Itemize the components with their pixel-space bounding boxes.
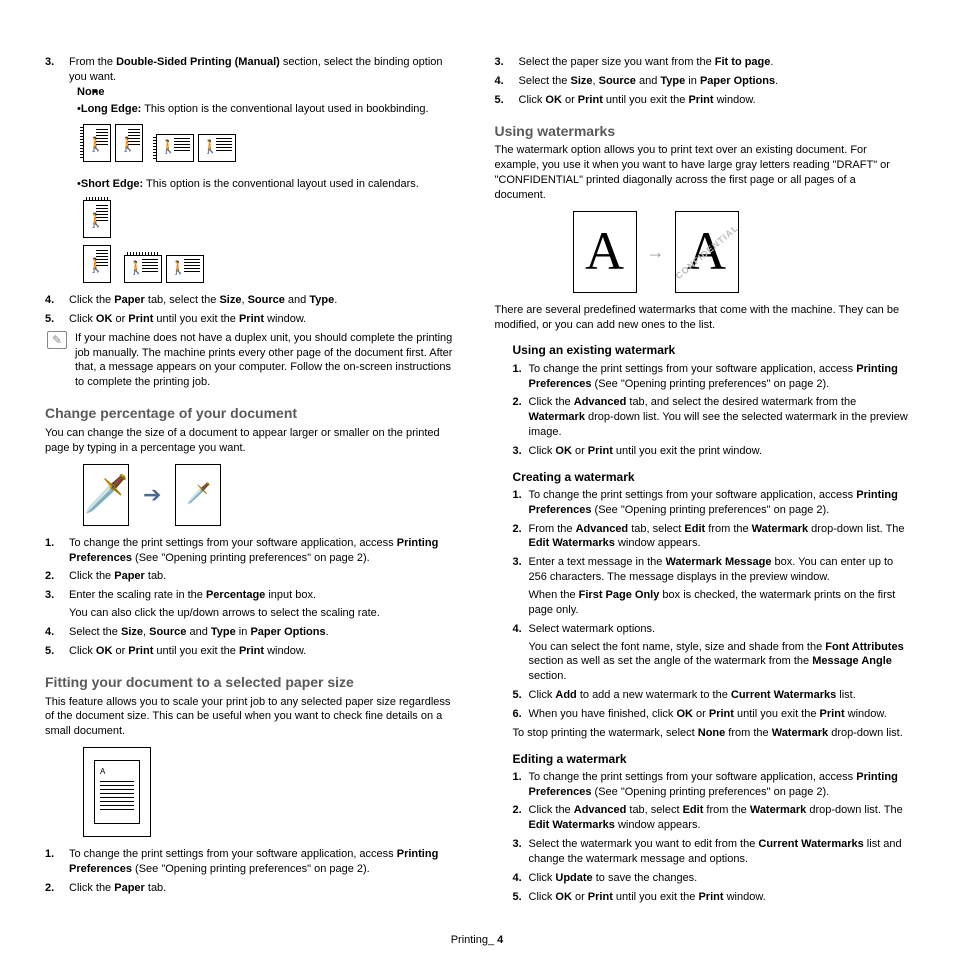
section-watermark-title: Using watermarks (495, 122, 910, 141)
long-edge-diagram: 🚶 🚶 🚶 🚶 (83, 124, 460, 167)
cr-step-2: 2. From the Advanced tab, select Edit fr… (513, 522, 910, 552)
pct-step-5: 5. Click OK or Print until you exit the … (45, 644, 460, 659)
page: 3. From the Double-Sided Printing (Manua… (45, 55, 909, 909)
cr-step-6: 6. When you have finished, click OK or P… (513, 707, 910, 722)
fit-step-2: 2. Click the Paper tab. (45, 881, 460, 896)
fit-step-5: 5. Click OK or Print until you exit the … (495, 93, 910, 108)
pct-step-3: 3. Enter the scaling rate in the Percent… (45, 588, 460, 621)
percentage-steps: 1. To change the print settings from you… (45, 536, 460, 659)
duplex-steps-cont: 4. Click the Paper tab, select the Size,… (45, 293, 460, 327)
watermark-diagram: A → ACONFIDENTIAL (533, 211, 910, 293)
right-column: 3. Select the paper size you want from t… (495, 55, 910, 909)
left-column: 3. From the Double-Sided Printing (Manua… (45, 55, 460, 909)
duplex-steps: 3. From the Double-Sided Printing (Manua… (45, 55, 460, 116)
cr-step-5: 5. Click Add to add a new watermark to t… (513, 688, 910, 703)
short-edge-diagram: 🚶 🚶 🚶 🚶 (83, 200, 460, 283)
fit-diagram: A (83, 747, 460, 837)
bullet-none: None (69, 85, 460, 100)
duplex-step-5: 5. Click OK or Print until you exit the … (45, 312, 460, 327)
fit-steps-cont: 3. Select the paper size you want from t… (495, 55, 910, 108)
ex-step-3: 3. Click OK or Print until you exit the … (513, 444, 910, 459)
sub-existing-title: Using an existing watermark (513, 342, 910, 358)
sub-editing-title: Editing a watermark (513, 751, 910, 767)
existing-steps: 1. To change the print settings from you… (513, 362, 910, 459)
pct-step-2: 2. Click the Paper tab. (45, 569, 460, 584)
editing-steps: 1. To change the print settings from you… (513, 770, 910, 905)
cr-step-4: 4. Select watermark options. You can sel… (513, 622, 910, 684)
ex-step-1: 1. To change the print settings from you… (513, 362, 910, 392)
fit-step-3: 3. Select the paper size you want from t… (495, 55, 910, 70)
ed-step-1: 1. To change the print settings from you… (513, 770, 910, 800)
bullet-short: •Short Edge: This option is the conventi… (45, 177, 460, 192)
watermark-body-1: The watermark option allows you to print… (495, 143, 910, 202)
page-footer: Printing_ 4 (45, 933, 909, 948)
section-percentage-body: You can change the size of a document to… (45, 426, 460, 456)
section-percentage-title: Change percentage of your document (45, 404, 460, 423)
fit-steps: 1. To change the print settings from you… (45, 847, 460, 896)
ed-step-3: 3. Select the watermark you want to edit… (513, 837, 910, 867)
duplex-step-3: 3. From the Double-Sided Printing (Manua… (45, 55, 460, 116)
note-icon: ✎ (47, 331, 67, 349)
cr-step-3: 3. Enter a text message in the Watermark… (513, 555, 910, 617)
cr-step-1: 1. To change the print settings from you… (513, 488, 910, 518)
ex-step-2: 2. Click the Advanced tab, and select th… (513, 395, 910, 440)
section-fit-body: This feature allows you to scale your pr… (45, 695, 460, 740)
percentage-diagram: 🗡️ ➔ 🗡️ (83, 464, 460, 526)
fit-step-1: 1. To change the print settings from you… (45, 847, 460, 877)
duplex-note: ✎ If your machine does not have a duplex… (45, 331, 460, 390)
pct-step-4: 4. Select the Size, Source and Type in P… (45, 625, 460, 640)
sub-creating-title: Creating a watermark (513, 469, 910, 485)
section-fit-title: Fitting your document to a selected pape… (45, 673, 460, 692)
creating-tail: To stop printing the watermark, select N… (513, 726, 910, 741)
ed-step-5: 5. Click OK or Print until you exit the … (513, 890, 910, 905)
bullet-long: •Long Edge: This option is the conventio… (69, 102, 460, 117)
fit-step-4: 4. Select the Size, Source and Type in P… (495, 74, 910, 89)
duplex-step-4: 4. Click the Paper tab, select the Size,… (45, 293, 460, 308)
ed-step-4: 4. Click Update to save the changes. (513, 871, 910, 886)
pct-step-1: 1. To change the print settings from you… (45, 536, 460, 566)
ed-step-2: 2. Click the Advanced tab, select Edit f… (513, 803, 910, 833)
watermark-body-2: There are several predefined watermarks … (495, 303, 910, 333)
creating-steps: 1. To change the print settings from you… (513, 488, 910, 722)
